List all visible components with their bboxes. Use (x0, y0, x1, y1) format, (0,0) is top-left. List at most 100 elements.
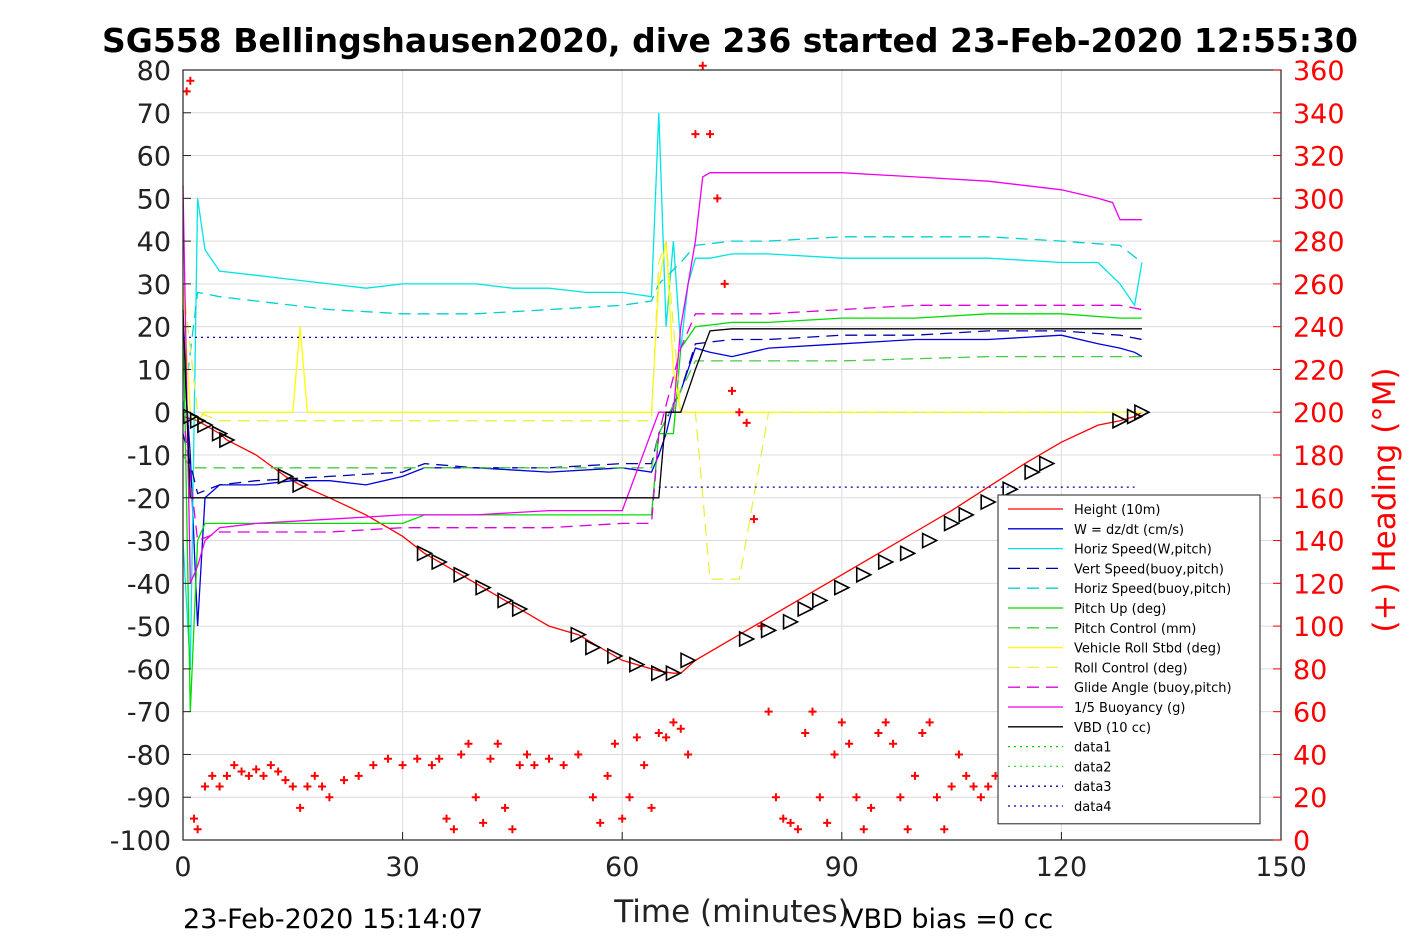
series-layer (182, 112, 1143, 712)
y2-tick-label: 40 (1293, 740, 1327, 771)
heading-point (859, 825, 868, 834)
y-tick-label: -30 (127, 527, 171, 558)
heading-point (618, 814, 627, 823)
y2-axis-ticks: 3603403203002802602402202001801601401201… (1273, 56, 1345, 857)
heading-point (354, 771, 363, 780)
heading-point (918, 729, 927, 738)
y2-tick-label: 180 (1293, 441, 1345, 472)
vbd-marker (607, 647, 624, 665)
y-tick-label: 70 (137, 99, 171, 130)
heading-point (830, 750, 839, 759)
heading-point (545, 754, 553, 763)
legend-label: Pitch Up (deg) (1074, 602, 1166, 617)
heading-point (786, 818, 795, 827)
vbd-marker (797, 600, 814, 618)
y2-tick-label: 140 (1293, 527, 1345, 558)
legend-label: Roll Control (deg) (1074, 661, 1188, 676)
heading-point (662, 733, 671, 742)
y-tick-label: 30 (137, 270, 171, 301)
legend-label: 1/5 Buoyancy (g) (1074, 701, 1185, 716)
vbd-marker (943, 515, 961, 532)
legend-label: Horiz Speed(W,pitch) (1074, 543, 1212, 558)
heading-point (274, 767, 283, 776)
legend-label: Glide Angle (buoy,pitch) (1074, 681, 1232, 696)
heading-point (881, 718, 890, 727)
y2-tick-label: 320 (1293, 142, 1345, 173)
y-tick-label: -60 (127, 655, 171, 686)
heading-point (559, 761, 568, 770)
heading-point (318, 782, 327, 791)
heading-point (706, 130, 715, 139)
heading-point (200, 782, 209, 791)
heading-point (383, 754, 392, 763)
y-tick-label: 80 (137, 56, 171, 87)
x-tick-label: 120 (1036, 852, 1088, 883)
vbd-marker (475, 579, 492, 596)
heading-point (288, 782, 297, 791)
heading-point (442, 814, 451, 823)
heading-point (369, 761, 378, 770)
heading-point (779, 814, 788, 823)
y2-tick-label: 340 (1293, 99, 1345, 130)
heading-point (837, 718, 846, 727)
heading-point (501, 803, 510, 812)
y-tick-label: 60 (137, 142, 171, 173)
vbd-marker (921, 532, 939, 549)
heading-point (493, 739, 502, 748)
heading-point (530, 761, 539, 770)
y-tick-label: -70 (127, 698, 171, 729)
footer-timestamp: 23-Feb-2020 15:14:07 (183, 904, 483, 935)
heading-point (684, 750, 693, 759)
heading-point (867, 803, 876, 812)
y-tick-label: 40 (137, 227, 171, 258)
y-tick-label: -100 (110, 826, 171, 857)
heading-point (281, 776, 290, 785)
heading-point (896, 793, 905, 802)
heading-point (676, 724, 685, 733)
vbd-marker (1002, 480, 1019, 498)
vbd-marker (277, 468, 295, 485)
legend-label: W = dz/dt (cm/s) (1074, 523, 1184, 538)
series-line (182, 305, 1142, 712)
legend-label: data3 (1074, 780, 1112, 795)
heading-point (925, 718, 934, 727)
heading-point (808, 707, 817, 716)
heading-point (610, 739, 619, 748)
heading-point (632, 733, 641, 742)
x-axis-ticks: 0 30 60 90 120 150 (174, 832, 1307, 883)
vbd-marker (877, 553, 895, 571)
x-axis-label: Time (minutes) (613, 894, 849, 930)
heading-point (237, 767, 246, 776)
vbd-marker (431, 553, 448, 571)
legend-box (997, 494, 1261, 825)
heading-point (713, 194, 722, 203)
heading-point (903, 825, 912, 834)
x-tick-label: 150 (1255, 852, 1307, 883)
heading-point (742, 418, 751, 427)
y2-tick-label: 280 (1293, 227, 1345, 258)
vbd-marker (1038, 455, 1056, 472)
series-line (182, 240, 1142, 580)
y-tick-label: 50 (137, 184, 171, 215)
heading-point (244, 771, 253, 780)
heading-point (625, 793, 634, 802)
heading-point (932, 793, 941, 802)
legend-label: Vert Speed(buoy,pitch) (1074, 562, 1224, 577)
series-line (182, 112, 1143, 669)
vbd-marker (197, 416, 214, 434)
y2-tick-label: 120 (1293, 569, 1345, 600)
heading-point (749, 515, 758, 524)
heading-point (845, 739, 854, 748)
x-tick-label: 0 (174, 852, 191, 883)
heading-point (471, 793, 480, 802)
vbd-marker (1112, 412, 1129, 430)
series-line (182, 355, 1142, 469)
series-line (182, 411, 1143, 674)
heading-point (259, 771, 268, 780)
x-tick-label: 30 (385, 852, 419, 883)
y-tick-label: -50 (127, 612, 171, 643)
heading-point (464, 739, 473, 748)
y2-tick-label: 360 (1293, 56, 1345, 87)
heading-point (735, 408, 744, 417)
y2-tick-label: 100 (1293, 612, 1345, 643)
